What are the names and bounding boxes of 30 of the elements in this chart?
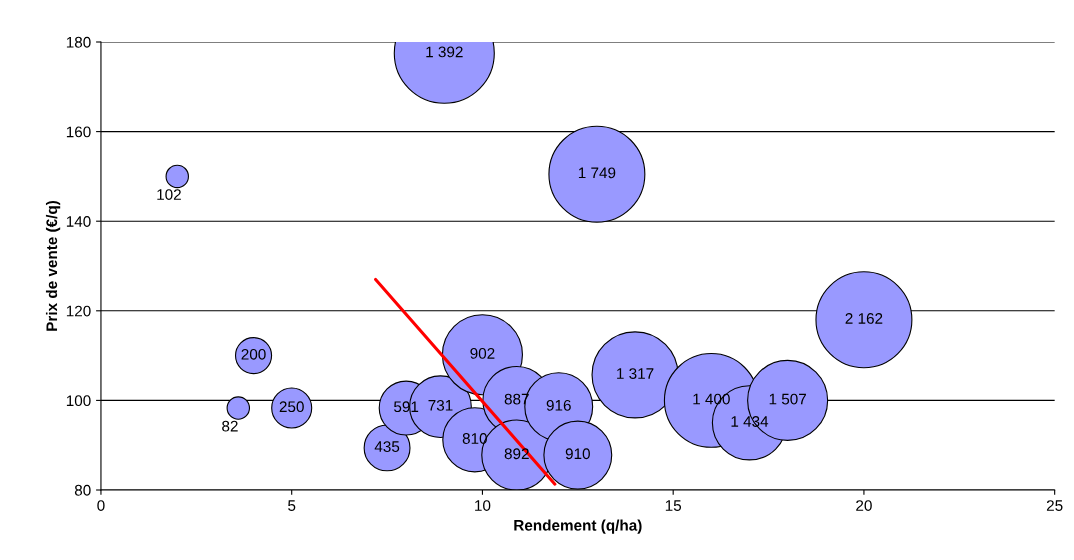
annotation: 902 [470,347,495,359]
annotation: 82 [222,420,238,432]
annotation: 102 [157,189,181,200]
x-tick-label: 15 [665,500,682,511]
x-tick-label: 20 [856,500,872,511]
annotation: 1 749 [578,167,616,179]
y-tick-label: 140 [66,216,91,227]
x-axis-title: Rendement (q/ha) [514,519,642,534]
annotation: 1 317 [617,368,654,379]
y-tick-label: 100 [66,395,91,407]
y-tick-label: 160 [66,126,91,138]
annotation: 916 [546,399,571,411]
annotation: 810 [462,433,487,444]
x-tick-label: 10 [475,500,491,511]
annotation: 731 [428,399,453,411]
y-axis-title: Prix de vente (€/q) [45,200,61,331]
y-tick-label: 120 [66,305,91,317]
y-tick-label: 180 [66,36,91,48]
annotation: 200 [241,348,266,360]
annotation: 2 162 [845,313,883,324]
annotation: 1 392 [426,46,463,58]
y-tick-label: 80 [74,484,91,496]
annotation: 435 [374,441,400,452]
x-tick-label: 5 [288,500,296,511]
x-tick-label: 0 [97,500,105,511]
annotation: 1 507 [769,393,806,405]
annotation: 250 [279,401,304,413]
annotation: 892 [504,448,529,460]
annotation: 910 [565,448,590,460]
x-tick-label: 25 [1046,500,1063,511]
